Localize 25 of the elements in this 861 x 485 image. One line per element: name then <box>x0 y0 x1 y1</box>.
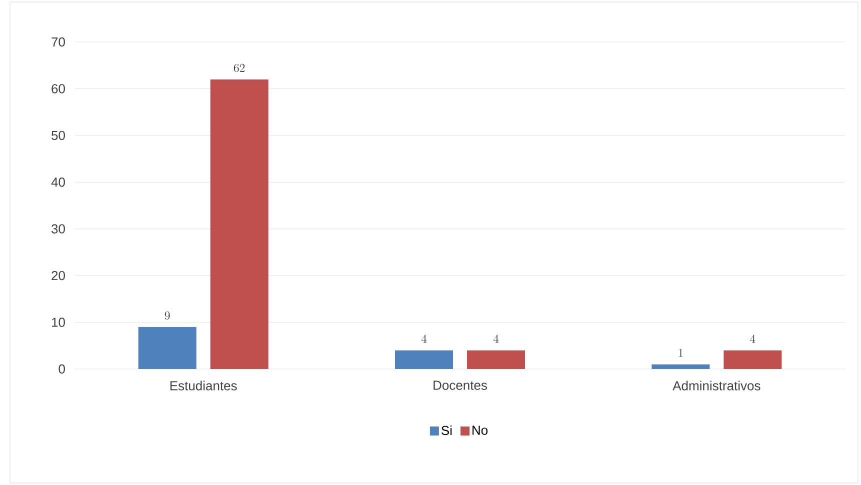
data-label: 4 <box>421 334 427 343</box>
bar <box>467 350 526 369</box>
bar <box>652 364 710 369</box>
bar <box>210 79 268 369</box>
y-tick-label: 10 <box>52 318 65 327</box>
y-tick-label: 60 <box>52 84 65 94</box>
data-label: 4 <box>750 334 756 343</box>
y-tick-label: 0 <box>58 364 65 374</box>
legend-label: Si <box>442 426 452 436</box>
bar <box>138 326 196 369</box>
x-tick-label: Administrativos <box>672 380 760 390</box>
y-tick-label: 20 <box>52 270 65 280</box>
data-label: 9 <box>164 311 170 320</box>
data-label: 4 <box>493 334 499 343</box>
data-label: 62 <box>234 64 245 72</box>
x-tick-label: Estudiantes <box>170 380 237 390</box>
y-tick-label: 70 <box>52 37 65 47</box>
legend-label: No <box>472 426 488 435</box>
x-tick-label: Docentes <box>434 380 487 390</box>
y-tick-label: 50 <box>52 130 65 140</box>
y-tick-label: 30 <box>52 224 65 234</box>
y-tick-label: 40 <box>51 178 65 187</box>
bar <box>724 350 782 369</box>
bar <box>395 350 454 369</box>
data-label: 1 <box>678 348 683 357</box>
